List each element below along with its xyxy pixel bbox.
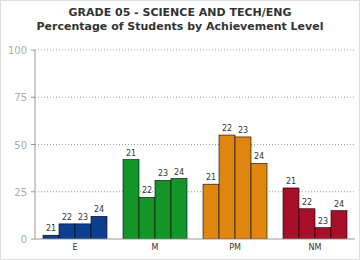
grid-line — [35, 50, 355, 51]
subtitle: Percentage of Students by Achievement Le… — [37, 20, 324, 33]
bar — [219, 135, 235, 239]
y-axis — [35, 50, 36, 239]
y-tick-label: 0 — [21, 234, 27, 245]
series-label: 24 — [94, 205, 104, 214]
background — [1, 1, 360, 260]
x-axis — [35, 239, 355, 240]
series-label: 21 — [286, 177, 296, 186]
series-label: 22 — [142, 186, 152, 195]
y-tick-label: 50 — [14, 140, 27, 151]
bars — [43, 135, 347, 239]
tick-mark — [31, 239, 35, 240]
series-label: 22 — [62, 213, 72, 222]
bar — [315, 228, 331, 239]
grid-line — [35, 191, 355, 192]
series-label: 22 — [222, 124, 232, 133]
x-tick-label: NM — [309, 243, 322, 252]
chart: GRADE 05 - SCIENCE AND TECH/ENGPercentag… — [0, 0, 360, 260]
bar-labels: 21 22 23 24 21 22 23 24 21 22 23 24 21 22 23 24 — [46, 124, 344, 233]
tick-mark — [31, 50, 35, 51]
bar — [91, 216, 107, 239]
series-label: 23 — [78, 213, 88, 222]
bar — [155, 180, 171, 239]
series-label: 24 — [254, 152, 264, 161]
series-label: 21 — [46, 224, 56, 233]
x-tick-label: E — [72, 243, 77, 252]
series-label: 24 — [174, 168, 184, 177]
title: GRADE 05 - SCIENCE AND TECH/ENG — [69, 6, 292, 19]
series-label: 23 — [318, 217, 328, 226]
series-label: 21 — [126, 149, 136, 158]
grid-line — [35, 144, 355, 145]
bar — [75, 224, 91, 239]
tick-mark — [31, 97, 35, 98]
bar — [139, 197, 155, 239]
series-label: 23 — [158, 169, 168, 178]
series-label: 22 — [302, 198, 312, 207]
y-tick-label: 100 — [8, 45, 27, 56]
bar — [331, 211, 347, 239]
y-tick-label: 25 — [14, 187, 27, 198]
series-label: 24 — [334, 200, 344, 209]
bar — [235, 137, 251, 239]
series-label: 21 — [206, 173, 216, 182]
bar — [43, 235, 59, 239]
bar — [299, 209, 315, 239]
series-label: 23 — [238, 126, 248, 135]
tick-mark — [31, 191, 35, 192]
chart-svg: GRADE 05 - SCIENCE AND TECH/ENGPercentag… — [0, 0, 360, 260]
tick-mark — [31, 144, 35, 145]
y-tick-label: 75 — [14, 92, 27, 103]
bar — [251, 163, 267, 239]
bar — [171, 179, 187, 239]
bar — [123, 160, 139, 239]
grid-line — [35, 97, 355, 98]
bar — [59, 224, 75, 239]
bar — [283, 188, 299, 239]
x-tick-label: PM — [229, 243, 241, 252]
x-tick-label: M — [152, 243, 159, 252]
bar — [203, 184, 219, 239]
